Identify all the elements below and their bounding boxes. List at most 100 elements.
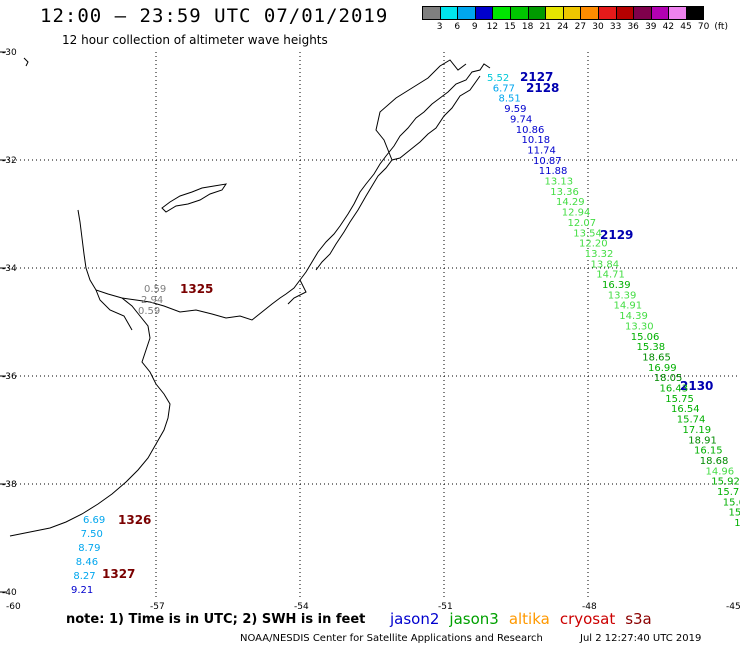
legend-swatch	[527, 6, 546, 20]
legend-label: 27	[574, 22, 587, 32]
wave-value: 13.30	[625, 321, 654, 332]
legend-label: 15	[504, 22, 516, 32]
legend-swatch	[509, 6, 528, 20]
timestamp-text: Jul 2 12:27:40 UTC 2019	[580, 633, 702, 644]
wave-value: 9.74	[510, 114, 532, 125]
legend-label: 36	[627, 22, 639, 32]
lat-label: -32	[2, 156, 17, 166]
wave-value: 15.74	[677, 415, 706, 426]
wave-value: 8.79	[78, 543, 100, 554]
legend-swatch	[562, 6, 581, 20]
credit-text: NOAA/NESDIS Center for Satellite Applica…	[240, 633, 543, 644]
wave-value: 18.65	[642, 352, 671, 363]
wave-value: 15.48	[729, 508, 740, 519]
wave-value: 16.43	[660, 384, 689, 395]
inland-boundary	[287, 279, 307, 305]
legend-swatch	[668, 6, 686, 20]
legend-label: 9	[471, 22, 478, 32]
pass-label: 1326	[118, 513, 151, 527]
wave-value: 18.05	[654, 373, 683, 384]
color-scale-legend: 3 6 9 12 15 18 21 24 27 30 33 36 39 42 45 70 (ft)	[422, 6, 728, 32]
wave-values: 5.526.778.519.599.7410.8610.1811.7410.87…	[71, 73, 740, 596]
wave-value: 18.68	[700, 456, 729, 467]
wave-value: 13.39	[608, 290, 637, 301]
wave-value: 10.86	[516, 125, 545, 136]
legend-label: 21	[539, 22, 551, 32]
map-subtitle: 12 hour collection of altimeter wave hei…	[62, 33, 328, 47]
wave-value: 14.71	[596, 270, 625, 281]
lat-label: -30	[2, 48, 17, 58]
lat-lon-grid	[0, 51, 740, 600]
wave-value: 11.88	[539, 166, 568, 177]
wave-value: 14.29	[556, 197, 585, 208]
legend-label: 3	[436, 22, 443, 32]
wave-value: 16.15	[694, 446, 723, 457]
wave-value: 16.99	[648, 363, 677, 374]
legend-label: 33	[609, 22, 622, 32]
map-title: 12:00 – 23:59 UTC 07/01/2019	[40, 5, 389, 27]
wave-value: 10.18	[522, 135, 551, 146]
pass-label: 2127	[520, 70, 553, 84]
mission-altika: altika	[508, 610, 550, 628]
legend-label: 45	[680, 22, 692, 32]
wave-height-map: -30 -32 -34 -36 -38 -40 -60 -57 -54 -51 -48 -45 212…	[0, 48, 740, 610]
wave-value: 16.39	[602, 280, 631, 291]
pass-label: 2128	[526, 81, 559, 95]
legend-label: 70	[697, 22, 710, 32]
wave-value: 17.77	[734, 518, 740, 529]
wave-value: 6.69	[83, 515, 105, 526]
legend-label: 18	[521, 22, 534, 32]
wave-value: 15.76	[717, 487, 740, 498]
lon-label: -51	[438, 602, 453, 610]
mission-jason3: jason3	[449, 610, 499, 628]
wave-value: 0.59	[138, 306, 160, 317]
pass-label: 2129	[600, 228, 633, 242]
wave-value: 13.84	[591, 259, 620, 270]
wave-value: 17.19	[683, 425, 712, 436]
wave-value: 7.50	[81, 529, 103, 540]
lagoon-inner	[375, 59, 467, 161]
lat-label: -38	[2, 480, 17, 490]
wave-value: 13.36	[550, 187, 579, 198]
legend-label: 24	[557, 22, 569, 32]
wave-value: 13.32	[585, 249, 614, 260]
mission-legend: jason2 jason3 altika cryosat s3a	[390, 610, 662, 628]
lon-label: -60	[6, 602, 21, 610]
wave-value: 15.69	[723, 497, 740, 508]
lat-label: -36	[2, 372, 17, 382]
legend-label: 6	[454, 22, 461, 32]
lon-label: -54	[294, 602, 309, 610]
legend-swatch	[492, 6, 510, 20]
legend-swatch	[545, 6, 563, 20]
pass-label: 1327	[102, 567, 135, 581]
wave-value: 15.92	[711, 477, 740, 488]
wave-value: 2.94	[141, 295, 163, 306]
lon-label: -57	[150, 602, 165, 610]
wave-value: 14.91	[614, 301, 643, 312]
legend-label: (ft)	[714, 22, 728, 32]
legend-label: 39	[645, 22, 657, 32]
lon-label: -45	[726, 602, 740, 610]
lagoon-shore	[315, 75, 481, 271]
wave-value: 13.13	[545, 177, 574, 188]
legend-label: 30	[592, 22, 604, 32]
wave-value: 14.39	[619, 311, 648, 322]
wave-value: 6.77	[493, 83, 515, 94]
legend-swatch	[615, 6, 634, 20]
wave-value: 12.20	[579, 239, 608, 250]
wave-value: 5.52	[487, 73, 509, 84]
legend-swatch	[685, 6, 704, 20]
wave-value: 8.27	[73, 571, 95, 582]
legend-label: 42	[662, 22, 675, 32]
axis-labels: -30 -32 -34 -36 -38 -40 -60 -57 -54 -51 -48 -45	[2, 48, 740, 610]
coast-notch	[23, 57, 29, 67]
legend-swatch	[457, 6, 475, 20]
legend-swatch	[650, 6, 669, 20]
wave-value: 9.21	[71, 585, 93, 596]
wave-value: 12.07	[568, 218, 597, 229]
legend-swatch	[474, 6, 493, 20]
lon-label: -48	[582, 602, 597, 610]
wave-value: 13.54	[573, 228, 602, 239]
mission-cryosat: cryosat	[559, 610, 616, 628]
